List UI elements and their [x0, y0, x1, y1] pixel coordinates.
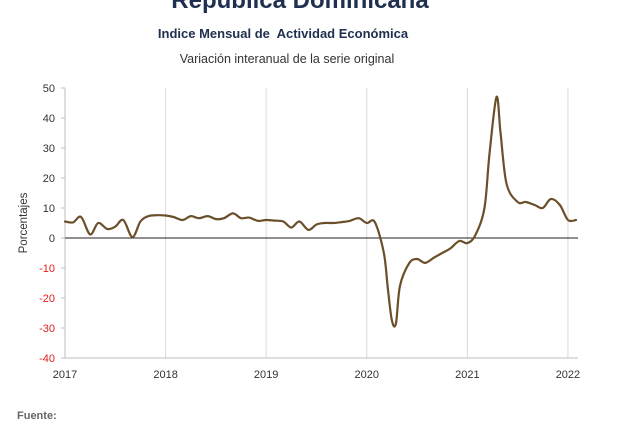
y-tick-label: 40: [43, 113, 55, 125]
y-tick-label: -40: [39, 353, 55, 365]
y-tick-labels: 50 40 30 20 10 0 -10 -20 -30 -40: [39, 83, 55, 365]
series-line: [63, 95, 578, 328]
y-tick-label: 30: [43, 143, 55, 155]
y-tick-label: -30: [39, 323, 55, 335]
y-tick-label: 10: [43, 203, 55, 215]
y-axis-label: Porcentajes: [18, 192, 30, 253]
source-label: Fuente:: [17, 410, 57, 422]
x-tick-labels: 2017 2018 2019 2020 2021 2022: [53, 369, 580, 381]
x-tick-label: 2021: [455, 369, 479, 381]
y-tick-label: -10: [39, 263, 55, 275]
y-tick-label: 0: [49, 233, 55, 245]
page-title: República Dominicana: [171, 0, 429, 14]
y-tick-label: 20: [43, 173, 55, 185]
x-tick-label: 2020: [355, 369, 379, 381]
x-tick-label: 2018: [153, 369, 177, 381]
chart-subtitle: Indice Mensual de Actividad Económica: [157, 26, 409, 41]
chart-description: Variación interanual de la serie origina…: [179, 52, 395, 66]
x-tick-label: 2017: [53, 369, 77, 381]
x-tick-label: 2022: [556, 369, 580, 381]
y-tick-label: -20: [39, 293, 55, 305]
y-tick-label: 50: [43, 83, 55, 95]
x-tick-label: 2019: [254, 369, 278, 381]
